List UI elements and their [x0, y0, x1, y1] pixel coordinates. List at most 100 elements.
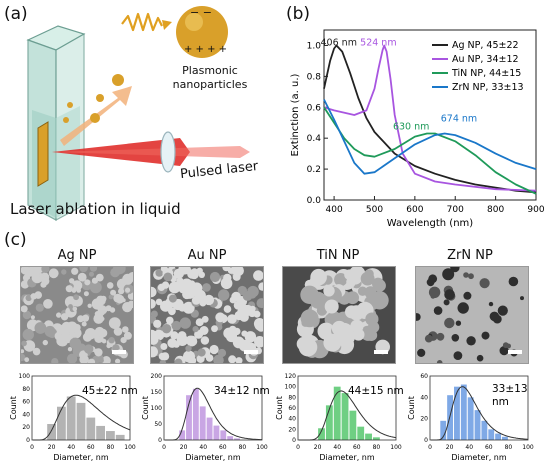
histogram-bar [474, 410, 481, 440]
sem-particle [170, 282, 178, 290]
sem-particle [182, 301, 195, 314]
x-tick-label: 60 [219, 444, 227, 451]
sem-particle [94, 313, 104, 322]
sem-particle [237, 307, 245, 315]
sem-particle [230, 335, 237, 343]
sem-particle [215, 312, 226, 323]
extinction-spectrum-chart: 400 500 600 700 800 900 0.0 0.2 0.4 0.6 0.8 1.0 Wave… [290, 29, 545, 229]
histogram-bar [495, 433, 502, 440]
focusing-lens [160, 131, 176, 173]
sem-particle [67, 353, 78, 363]
histogram-bar [47, 424, 56, 440]
histogram-bar [440, 420, 447, 440]
x-axis-label: Wavelength (nm) [387, 218, 473, 229]
nanoparticles-label-line1: Plasmonic [182, 64, 238, 77]
sem-particle [233, 301, 243, 310]
y-tick-label: 40 [420, 394, 428, 401]
size-annotation: 34±12 nm [214, 385, 270, 397]
sem-particle [84, 328, 97, 340]
sem-particle [345, 305, 358, 319]
legend-entry-2: TiN NP, 44±15 [451, 68, 521, 79]
histogram-bar [234, 438, 240, 440]
sem-particle [444, 289, 455, 300]
sem-particle [364, 286, 377, 299]
sem-particle [310, 268, 327, 286]
histogram-bar [227, 436, 234, 440]
sem-particle [155, 298, 163, 306]
sem-particle [228, 355, 237, 363]
x-axis-label: Diameter, nm [451, 453, 507, 462]
sem-particle [122, 326, 129, 333]
sem-particle [453, 351, 463, 360]
x-tick-label: 80 [505, 444, 513, 451]
zrn-sem-texture [416, 267, 524, 363]
tin-np-title: TiN NP [316, 248, 360, 263]
x-tick-label: 80 [373, 444, 381, 451]
size-annotation: 33±13 [492, 383, 528, 395]
x-tick-label: 900 [527, 205, 544, 215]
sem-particle [35, 303, 44, 312]
sem-particle [300, 309, 319, 328]
histogram-bar [481, 420, 488, 440]
x-tick-label: 400 [326, 205, 343, 215]
x-tick-label: 0 [428, 444, 432, 451]
histogram-bar [76, 402, 86, 440]
sem-particle [76, 288, 81, 293]
y-tick-label: 40 [288, 416, 296, 423]
panel-b-label: (b) [286, 4, 311, 24]
sem-particle [497, 305, 508, 316]
sem-particle [66, 321, 78, 334]
y-tick-label: 150 [151, 389, 163, 396]
sem-particle [160, 300, 172, 312]
hist-frame [163, 375, 263, 441]
x-axis-label: Diameter, nm [185, 453, 241, 462]
tin-sem-image [282, 266, 396, 364]
histogram-bar [357, 426, 365, 440]
sem-particle [227, 267, 235, 274]
sem-particle [72, 306, 78, 312]
sem-particle [25, 294, 32, 302]
histogram-bar [186, 395, 192, 440]
hist-frame [297, 375, 397, 441]
sem-particle [443, 299, 450, 306]
sem-particle [108, 294, 114, 300]
sem-particle [298, 337, 318, 357]
y-tick-label: 0.6 [307, 103, 322, 113]
histogram-bar [192, 388, 199, 440]
sem-particle [122, 302, 133, 313]
sem-particle [436, 332, 445, 341]
sem-particle [71, 280, 83, 291]
sem-particle [89, 267, 98, 272]
y-tick-label: 200 [151, 373, 163, 380]
tin-size-histogram: 0 20 40 60 80 100 0 20 40 60 80 100 120 Diameter, nm C… [275, 373, 404, 462]
sem-particle [185, 345, 192, 352]
sem-particle [171, 320, 182, 331]
x-tick-label: 20 [48, 444, 56, 451]
legend-entry-1: Au NP, 34±12 [452, 54, 519, 65]
sem-particle [173, 341, 180, 348]
x-tick-label: 800 [487, 205, 504, 215]
histogram-bar [220, 430, 227, 440]
y-tick-label: 100 [19, 373, 31, 380]
sem-particle [112, 267, 122, 273]
ejected-particle [90, 113, 100, 123]
sem-particle [151, 346, 158, 358]
sem-particle [84, 279, 91, 286]
histogram-bar [96, 425, 105, 440]
sem-particle [106, 282, 114, 289]
plot-frame [323, 29, 537, 201]
sem-particle [417, 348, 426, 357]
x-tick-label: 0 [162, 444, 166, 451]
y-tick-label: 60 [420, 373, 428, 380]
sem-particle [106, 343, 111, 349]
sem-particle [97, 295, 102, 301]
x-tick-label: 0 [296, 444, 300, 451]
sem-particle [87, 303, 92, 308]
ag-size-histogram: 0 20 40 60 80 100 0 20 40 60 80 100 Diameter, nm Coun… [9, 373, 138, 462]
sem-particle [202, 283, 211, 292]
sem-particle [60, 313, 69, 321]
legend-entry-3: ZrN NP, 33±13 [452, 82, 524, 93]
sem-particle [492, 314, 502, 324]
sem-particle [158, 352, 167, 361]
sem-particle [177, 331, 187, 340]
